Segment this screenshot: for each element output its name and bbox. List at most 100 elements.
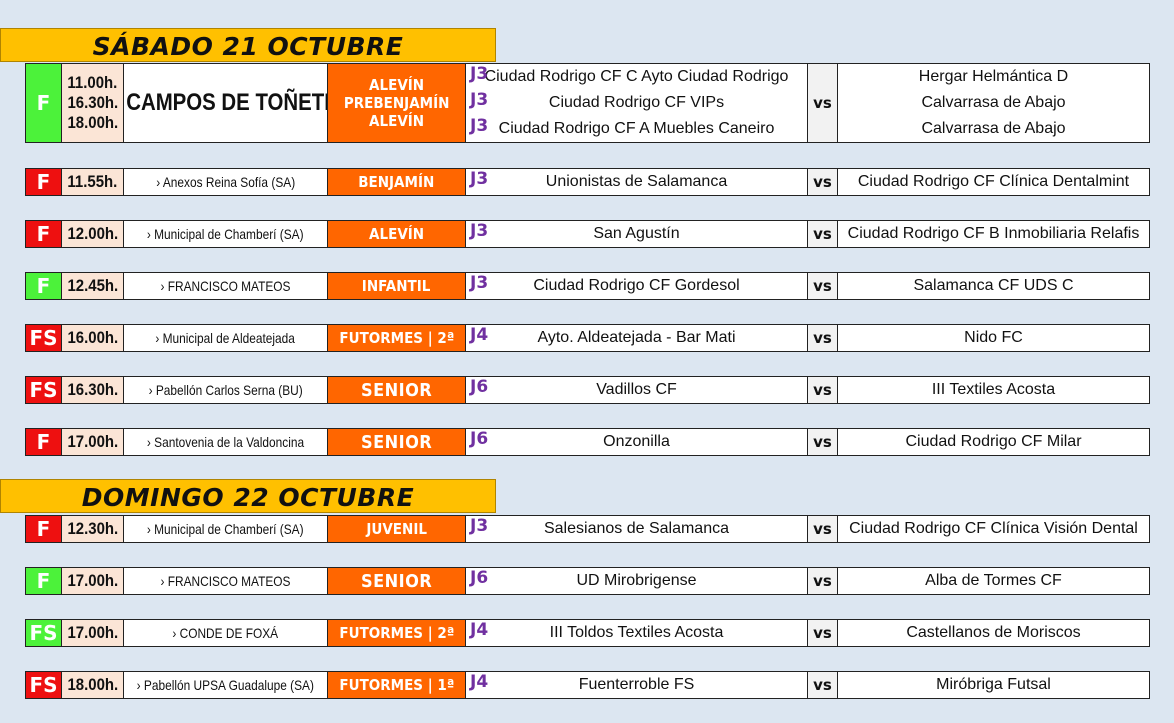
home-team-row: J6 Onzonilla xyxy=(466,429,807,455)
away-teams: Ciudad Rodrigo CF Milar xyxy=(838,429,1149,455)
home-team-row: J3 Ciudad Rodrigo CF A Muebles Caneiro xyxy=(466,116,807,142)
away-team: Nido FC xyxy=(964,329,1023,346)
category: SENIOR xyxy=(328,568,466,594)
match-times: 12.45h. xyxy=(62,273,124,299)
sport-badge: F xyxy=(26,221,62,247)
vs-label: vs xyxy=(808,221,838,247)
vs-label: vs xyxy=(808,273,838,299)
away-team: Alba de Tormes CF xyxy=(925,572,1062,589)
category-label: SENIOR xyxy=(360,379,433,401)
jornada-label: J3 xyxy=(470,273,489,293)
home-team: Vadillos CF xyxy=(596,381,677,398)
match-time: 11.00h. xyxy=(67,73,118,92)
home-team: Salesianos de Salamanca xyxy=(543,520,729,537)
home-team-row: J6 Vadillos CF xyxy=(466,377,807,403)
venue: › Municipal de Aldeatejada xyxy=(124,325,328,351)
match-time: 12.45h. xyxy=(67,276,118,295)
venue: › Anexos Reina Sofía (SA) xyxy=(124,169,328,195)
away-team: Hergar Helmántica D xyxy=(918,68,1069,85)
vs-label: vs xyxy=(808,64,838,142)
venue: › Municipal de Chamberí (SA) xyxy=(124,516,328,542)
home-team-row: J3 Salesianos de Salamanca xyxy=(466,516,807,542)
home-team: Ayto. Aldeatejada - Bar Mati xyxy=(537,329,736,346)
match-times: 12.30h. xyxy=(62,516,124,542)
match-row: F 12.00h. › Municipal de Chamberí (SA) ALEV… xyxy=(25,220,1150,248)
jornada-label: J6 xyxy=(470,568,489,588)
vs-label: vs xyxy=(808,169,838,195)
home-team: Ciudad Rodrigo CF C Ayto Ciudad Rodrigo xyxy=(484,68,789,85)
vs-label: vs xyxy=(808,672,838,698)
match-time: 11.55h. xyxy=(67,172,118,191)
sport-badge: F xyxy=(26,429,62,455)
category-label: INFANTIL xyxy=(362,277,431,295)
match-time: 17.00h. xyxy=(67,571,118,590)
match-row: F 11.55h. › Anexos Reina Sofía (SA) BENJAMÍ… xyxy=(25,168,1150,196)
home-team: UD Mirobrigense xyxy=(576,572,697,589)
home-teams: J4 III Toldos Textiles Acosta xyxy=(466,620,808,646)
home-team-row: J3 Ciudad Rodrigo CF Gordesol xyxy=(466,273,807,299)
match-times: 18.00h. xyxy=(62,672,124,698)
away-teams: Ciudad Rodrigo CF B Inmobiliaria Relafis xyxy=(838,221,1149,247)
away-team: Ciudad Rodrigo CF Clínica Visión Dental xyxy=(849,520,1138,537)
home-teams: J6 Vadillos CF xyxy=(466,377,808,403)
venue: › Municipal de Chamberí (SA) xyxy=(124,221,328,247)
vs-label: vs xyxy=(808,325,838,351)
category: INFANTIL xyxy=(328,273,466,299)
home-team: Ciudad Rodrigo CF Gordesol xyxy=(533,277,740,294)
match-row: FS 16.30h. › Pabellón Carlos Serna (BU) SEN… xyxy=(25,376,1150,404)
home-teams: J4 Fuenterroble FS xyxy=(466,672,808,698)
category-label: JUVENIL xyxy=(366,520,427,538)
venue-name: › Municipal de Aldeatejada xyxy=(155,330,296,346)
match-row: F 17.00h. › FRANCISCO MATEOS SENIOR J6 UD Mir… xyxy=(25,567,1150,595)
home-team-row: J3 Ciudad Rodrigo CF C Ayto Ciudad Rodrig… xyxy=(466,64,807,90)
home-team: San Agustín xyxy=(593,225,680,242)
jornada-label: J3 xyxy=(470,516,489,536)
home-teams: J3 Unionistas de Salamanca xyxy=(466,169,808,195)
away-teams: Nido FC xyxy=(838,325,1149,351)
sport-badge: FS xyxy=(26,377,62,403)
home-team: III Toldos Textiles Acosta xyxy=(549,624,724,641)
away-teams: Ciudad Rodrigo CF Clínica Dentalmint xyxy=(838,169,1149,195)
category-label: SENIOR xyxy=(360,431,433,453)
match-row: F 12.30h. › Municipal de Chamberí (SA) JUVE… xyxy=(25,515,1150,543)
home-team: Ciudad Rodrigo CF VIPs xyxy=(548,94,725,111)
category-label: ALEVÍN xyxy=(368,225,425,243)
home-teams: J3 Salesianos de Salamanca xyxy=(466,516,808,542)
home-teams: J6 UD Mirobrigense xyxy=(466,568,808,594)
home-team: Unionistas de Salamanca xyxy=(545,173,728,190)
match-row: FS 17.00h. › CONDE DE FOXÁ FUTORMES | 2ª J4 I… xyxy=(25,619,1150,647)
category: FUTORMES | 2ª xyxy=(328,620,466,646)
home-teams: J3 Ciudad Rodrigo CF Gordesol xyxy=(466,273,808,299)
match-row: F 12.45h. › FRANCISCO MATEOS INFANTIL J3 Ciud… xyxy=(25,272,1150,300)
away-teams: Castellanos de Moriscos xyxy=(838,620,1149,646)
vs-label: vs xyxy=(808,516,838,542)
jornada-label: J4 xyxy=(470,620,489,640)
home-team-row: J3 San Agustín xyxy=(466,221,807,247)
away-teams: Salamanca CF UDS C xyxy=(838,273,1149,299)
vs-label: vs xyxy=(808,377,838,403)
match-time: 16.30h. xyxy=(67,93,118,112)
sport-badge: F xyxy=(26,273,62,299)
venue: › FRANCISCO MATEOS xyxy=(124,568,328,594)
venue-name: › CONDE DE FOXÁ xyxy=(172,625,279,641)
category: SENIOR xyxy=(328,429,466,455)
venue-name: › FRANCISCO MATEOS xyxy=(160,278,291,294)
match-row: F 11.00h. 16.30h. 18.00h. › CAMPOS DE TOÑETE… xyxy=(25,63,1150,143)
match-row: FS 18.00h. › Pabellón UPSA Guadalupe (SA) F… xyxy=(25,671,1150,699)
match-row: FS 16.00h. › Municipal de Aldeatejada FUTOR… xyxy=(25,324,1150,352)
venue-name: › Municipal de Chamberí (SA) xyxy=(147,521,304,537)
match-times: 11.00h. 16.30h. 18.00h. xyxy=(62,64,124,142)
category: SENIOR xyxy=(328,377,466,403)
home-team: Ciudad Rodrigo CF A Muebles Caneiro xyxy=(498,120,775,137)
home-team-row: J3 Ciudad Rodrigo CF VIPs xyxy=(466,90,807,116)
venue-name: › Pabellón UPSA Guadalupe (SA) xyxy=(136,677,315,693)
category-label: FUTORMES | 2ª xyxy=(338,329,454,347)
category-label: ALEVÍN xyxy=(368,112,425,130)
day-header: SÁBADO 21 OCTUBRE xyxy=(0,28,496,62)
jornada-label: J3 xyxy=(470,169,489,189)
home-teams: J3 San Agustín xyxy=(466,221,808,247)
away-teams: Alba de Tormes CF xyxy=(838,568,1149,594)
day-title: SÁBADO 21 OCTUBRE xyxy=(92,32,404,61)
venue-name: › Anexos Reina Sofía (SA) xyxy=(156,174,295,190)
home-teams: J6 Onzonilla xyxy=(466,429,808,455)
